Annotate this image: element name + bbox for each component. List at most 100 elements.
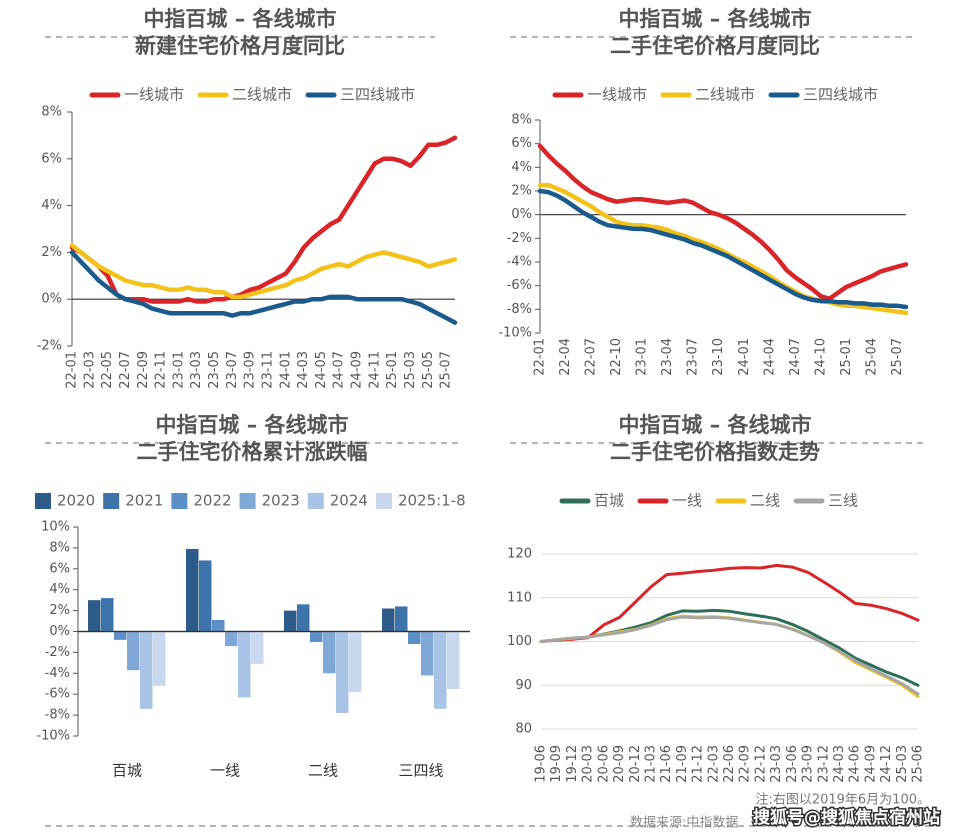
chart-subtitle: 二手住宅价格累计涨跌幅 — [137, 440, 368, 464]
x-tick-label: 24-11 — [367, 351, 382, 389]
x-tick-label: 23-10 — [711, 338, 726, 376]
x-tick-label: 21-03 — [643, 745, 658, 783]
x-tick-label: 21-12 — [691, 745, 706, 783]
bar — [323, 631, 336, 674]
x-tick-label: 24-03 — [832, 745, 847, 783]
chart-title: 中指百城 – 各线城市 — [618, 7, 811, 31]
x-tick-label: 24-03 — [296, 351, 311, 389]
chart-title: 中指百城 – 各线城市 — [143, 7, 336, 31]
legend-swatch — [35, 493, 51, 509]
watermark: 搜狐号@搜狐焦点宿州站 — [753, 807, 940, 828]
x-tick-label: 22-11 — [154, 351, 169, 389]
x-tick-label: 23-09 — [801, 745, 816, 783]
legend-label: 2020 — [57, 492, 95, 510]
y-tick-label: -10% — [498, 326, 532, 341]
x-tick-label: 一线 — [210, 762, 240, 780]
legend-label: 一线城市 — [587, 86, 647, 104]
x-tick-label: 24-07 — [332, 351, 347, 389]
x-tick-label: 20-06 — [596, 745, 611, 783]
x-tick-label: 24-01 — [737, 338, 752, 376]
x-tick-label: 19-06 — [534, 745, 549, 783]
y-tick-label: 4% — [511, 160, 532, 175]
x-tick-label: 22-03 — [82, 351, 97, 389]
chart-title: 中指百城 – 各线城市 — [155, 413, 348, 437]
x-tick-label: 20-09 — [612, 745, 627, 783]
y-tick-label: -6% — [507, 278, 532, 293]
y-tick-label: -8% — [507, 302, 532, 317]
legend-label: 2024 — [330, 492, 368, 510]
legend-label: 2023 — [262, 492, 300, 510]
bar — [225, 631, 238, 647]
x-tick-label: 25-03 — [403, 351, 418, 389]
x-tick-label: 24-07 — [788, 338, 803, 376]
x-tick-label: 23-12 — [816, 745, 831, 783]
x-tick-label: 23-06 — [785, 745, 800, 783]
y-tick-label: -2% — [507, 231, 532, 246]
x-tick-label: 25-01 — [385, 351, 400, 389]
legend-label: 2022 — [193, 492, 231, 510]
chart-title: 中指百城 – 各线城市 — [618, 413, 811, 437]
x-tick-label: 23-04 — [660, 338, 675, 376]
x-tick-label: 25-03 — [895, 745, 910, 783]
legend-swatch — [307, 493, 324, 509]
series-line — [539, 615, 920, 696]
x-tick-label: 23-09 — [243, 351, 258, 389]
y-tick-label: 4% — [41, 198, 62, 213]
legend-label: 二线城市 — [695, 86, 755, 104]
x-tick-label: 23-11 — [260, 351, 275, 389]
x-tick-label: 21-09 — [675, 745, 690, 783]
x-tick-label: 22-09 — [136, 351, 151, 389]
y-tick-label: 100 — [507, 634, 532, 649]
y-tick-label: -6% — [45, 687, 70, 702]
series-line — [537, 182, 909, 316]
x-tick-label: 20-03 — [581, 745, 596, 783]
x-tick-label: 25-04 — [864, 338, 879, 376]
x-tick-label: 二线 — [308, 762, 338, 780]
y-tick-label: 6% — [511, 136, 532, 151]
legend-label: 二线 — [750, 492, 780, 510]
bar — [447, 631, 460, 689]
bar — [395, 606, 408, 632]
x-tick-label: 22-09 — [738, 745, 753, 783]
y-tick-label: 80 — [515, 722, 532, 737]
series-line — [69, 243, 458, 300]
y-tick-label: -2% — [37, 339, 62, 354]
bar — [434, 631, 447, 709]
bar — [349, 631, 362, 693]
y-tick-label: 110 — [507, 590, 532, 605]
x-tick-label: 22-06 — [722, 745, 737, 783]
y-tick-label: 2% — [41, 245, 62, 260]
x-tick-label: 22-05 — [100, 351, 115, 389]
chart-subtitle: 二手住宅价格月度同比 — [610, 34, 820, 58]
legend-swatch — [375, 493, 392, 509]
bar — [297, 604, 310, 632]
legend-label: 2021 — [125, 492, 163, 510]
bar — [88, 600, 101, 632]
y-tick-label: 8% — [49, 540, 70, 555]
bar — [101, 598, 114, 632]
legend-label: 三四线城市 — [803, 86, 878, 104]
bar — [199, 560, 212, 632]
series-line — [537, 143, 909, 301]
legend-swatch — [239, 493, 256, 509]
y-tick-label: -2% — [45, 645, 70, 660]
x-tick-label: 23-07 — [225, 351, 240, 389]
x-tick-label: 24-01 — [278, 351, 293, 389]
legend-label: 2025:1-8 — [398, 492, 466, 510]
x-tick-label: 19-12 — [565, 745, 580, 783]
y-tick-label: 4% — [49, 582, 70, 597]
legend-swatch — [103, 493, 120, 509]
y-tick-label: -8% — [45, 708, 70, 723]
x-tick-label: 23-05 — [207, 351, 222, 389]
x-tick-label: 三四线 — [398, 762, 443, 780]
y-tick-label: -4% — [507, 255, 532, 270]
x-tick-label: 25-06 — [911, 745, 926, 783]
x-tick-label: 23-01 — [635, 338, 650, 376]
series-line — [69, 250, 458, 325]
x-tick-label: 22-12 — [753, 745, 768, 783]
y-tick-label: 6% — [49, 561, 70, 576]
bar — [421, 631, 434, 676]
bar — [153, 631, 166, 686]
bar — [284, 610, 297, 632]
